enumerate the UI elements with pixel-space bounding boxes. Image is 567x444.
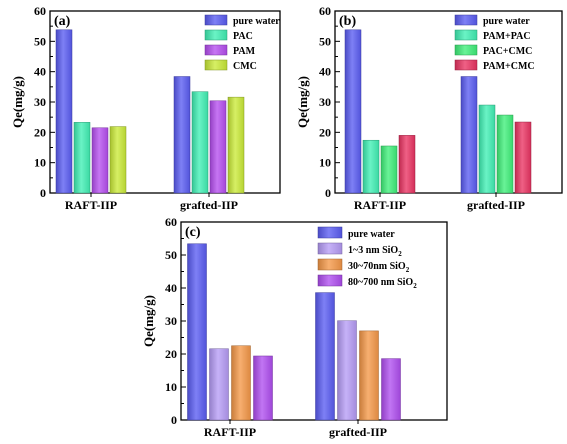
legend-swatch — [204, 14, 228, 26]
y-tick-label: 10 — [34, 156, 46, 170]
bar — [359, 330, 379, 421]
y-axis-label: Qe(mg/g) — [10, 76, 25, 128]
y-tick-label: 40 — [165, 281, 177, 295]
y-tick-label: 30 — [34, 95, 46, 109]
legend-label: 80~700 nm SiO2 — [348, 277, 417, 290]
bar — [231, 345, 251, 421]
legend-label: PAC+CMC — [483, 46, 532, 57]
legend-label: PAM+PAC — [483, 31, 531, 42]
legend-swatch — [317, 258, 343, 271]
x-tick-label: RAFT-IIP — [204, 425, 256, 439]
bar — [227, 96, 245, 194]
x-tick-label: grafted-IIP — [467, 198, 525, 212]
chart-panel-c: 0 10 20 30 40 50 60 RAFT-IIP grafted-IIP Qe(mg/g)… — [141, 215, 448, 439]
x-tick-label: RAFT-IIP — [65, 198, 117, 212]
bar — [381, 358, 401, 421]
bar — [460, 76, 478, 194]
y-tick-label: 50 — [34, 34, 46, 48]
bar — [173, 76, 191, 194]
x-tick-label: RAFT-IIP — [354, 198, 406, 212]
y-tick-label: 20 — [34, 125, 46, 139]
legend-swatch — [317, 226, 343, 239]
legend-swatch — [204, 44, 228, 56]
y-tick-label: 60 — [319, 4, 331, 18]
y-axis-label: Qe(mg/g) — [295, 76, 310, 128]
bar — [398, 135, 416, 194]
y-tick-label: 10 — [319, 156, 331, 170]
legend-swatch — [454, 29, 478, 41]
legend-swatch — [454, 14, 478, 26]
y-tick-label: 60 — [165, 215, 177, 229]
bar — [73, 122, 91, 194]
legend-swatch — [454, 44, 478, 56]
legend-label: pure water — [483, 16, 530, 27]
y-tick-label: 0 — [325, 186, 331, 200]
y-tick-label: 40 — [319, 65, 331, 79]
bar — [91, 127, 109, 194]
y-tick-label: 20 — [165, 347, 177, 361]
y-tick-label: 40 — [34, 65, 46, 79]
legend-swatch — [204, 29, 228, 41]
chart-panel-b: 0 10 20 30 40 50 60 RAFT-IIP grafted-IIP Qe(mg/g)… — [295, 4, 563, 212]
chart-panel-a: 0 10 20 30 40 50 60 RAFT-IIP grafted-IIP Qe(mg/g)… — [10, 4, 281, 212]
legend-label: PAC — [233, 31, 253, 42]
bar — [315, 292, 335, 421]
x-tick-label: grafted-IIP — [329, 425, 387, 439]
bar — [253, 355, 273, 421]
bar — [209, 100, 227, 194]
legend-swatch — [317, 274, 343, 287]
y-tick-label: 20 — [319, 125, 331, 139]
bar — [496, 114, 514, 194]
bar — [187, 243, 207, 421]
y-tick-label: 0 — [171, 413, 177, 427]
bar — [337, 320, 357, 421]
legend-label: 30~70nm SiO2 — [348, 261, 410, 274]
legend-swatch — [204, 59, 228, 71]
bar — [109, 126, 127, 194]
bar — [478, 104, 496, 194]
y-axis-label: Qe(mg/g) — [141, 295, 156, 347]
bar — [362, 139, 380, 194]
y-tick-label: 30 — [165, 314, 177, 328]
legend-swatch — [317, 242, 343, 255]
legend-label: PAM — [233, 46, 256, 57]
bar — [514, 121, 532, 194]
y-tick-label: 0 — [40, 186, 46, 200]
y-tick-label: 50 — [165, 248, 177, 262]
y-tick-label: 30 — [319, 95, 331, 109]
y-tick-label: 10 — [165, 380, 177, 394]
legend-swatch — [454, 59, 478, 71]
legend-label: CMC — [233, 61, 257, 72]
bar — [191, 91, 209, 194]
legend-label: 1~3 nm SiO2 — [348, 245, 402, 258]
bar — [55, 29, 73, 194]
legend-label: pure water — [233, 16, 280, 27]
bar — [380, 145, 398, 194]
bar — [344, 29, 362, 194]
x-tick-label: grafted-IIP — [180, 198, 238, 212]
y-tick-label: 60 — [34, 4, 46, 18]
legend-label: PAM+CMC — [483, 61, 535, 72]
panel-label: (a) — [54, 14, 71, 29]
y-tick-label: 50 — [319, 34, 331, 48]
bar — [209, 348, 229, 421]
panel-label: (c) — [185, 225, 201, 240]
panel-label: (b) — [339, 14, 356, 29]
legend-label: pure water — [348, 229, 395, 240]
